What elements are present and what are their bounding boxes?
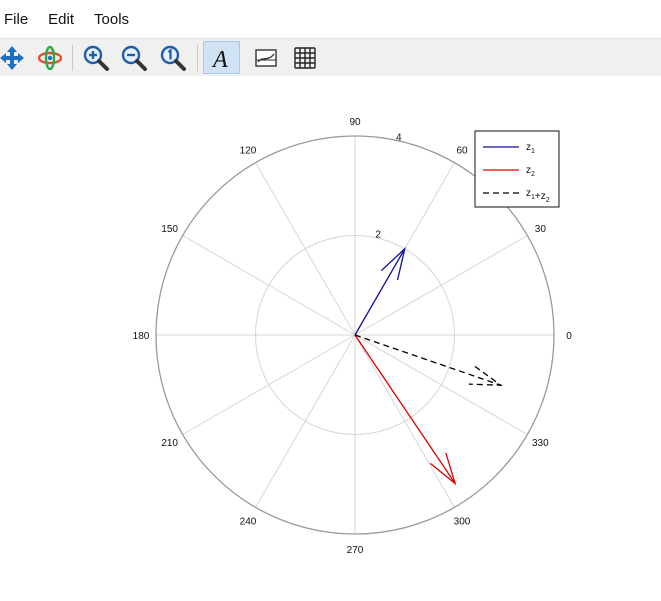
grid-toggle-icon[interactable] xyxy=(289,42,321,74)
angle-tick-label: 180 xyxy=(133,331,150,342)
menu-tools[interactable]: Tools xyxy=(94,10,130,28)
toolbar-separator xyxy=(72,45,73,71)
angle-tick-label: 150 xyxy=(161,224,178,235)
angle-tick-label: 90 xyxy=(349,117,361,128)
angle-tick-label: 210 xyxy=(161,438,178,449)
vector-arrowhead xyxy=(429,452,457,486)
angle-tick-label: 30 xyxy=(535,224,547,235)
toolbar-separator xyxy=(197,45,198,71)
zoom-in-icon[interactable] xyxy=(80,42,112,74)
legend-entry: z1+z2 xyxy=(526,188,550,204)
legend-box xyxy=(474,130,560,208)
rotate-3d-icon[interactable] xyxy=(34,42,66,74)
vector-line xyxy=(354,334,456,484)
zoom-reset-icon[interactable] xyxy=(157,42,189,74)
radial-tick-label: 4 xyxy=(396,132,402,143)
vector-line xyxy=(354,248,406,336)
menu-file[interactable]: File xyxy=(4,10,29,28)
angle-tick-label: 0 xyxy=(566,331,572,342)
svg-text:A: A xyxy=(211,47,228,72)
angle-tick-label: 120 xyxy=(240,146,257,157)
vector-arrowhead xyxy=(468,365,503,386)
angle-tick-label: 240 xyxy=(240,516,257,527)
vector-line xyxy=(354,334,502,386)
vector-arrowhead xyxy=(380,246,406,281)
angle-tick-label: 300 xyxy=(454,516,471,527)
radial-tick-label: 2 xyxy=(375,230,381,241)
zoom-out-icon[interactable] xyxy=(118,42,150,74)
radial-grid-circle xyxy=(255,235,455,435)
angle-tick-label: 270 xyxy=(347,545,364,556)
text-annotation-icon[interactable]: A xyxy=(203,41,240,74)
menu-bar: File Edit Tools xyxy=(0,0,661,38)
angle-tick-label: 330 xyxy=(532,438,549,449)
angle-tick-label: 60 xyxy=(456,146,468,157)
pan-arrows-icon[interactable] xyxy=(0,42,28,74)
menu-edit[interactable]: Edit xyxy=(48,10,75,28)
legend-toggle-icon[interactable] xyxy=(250,42,282,74)
legend-entry: z2 xyxy=(526,165,535,178)
polar-outer-circle xyxy=(155,135,555,535)
toolbar: A xyxy=(0,38,661,76)
legend-entry: z1 xyxy=(526,142,535,155)
